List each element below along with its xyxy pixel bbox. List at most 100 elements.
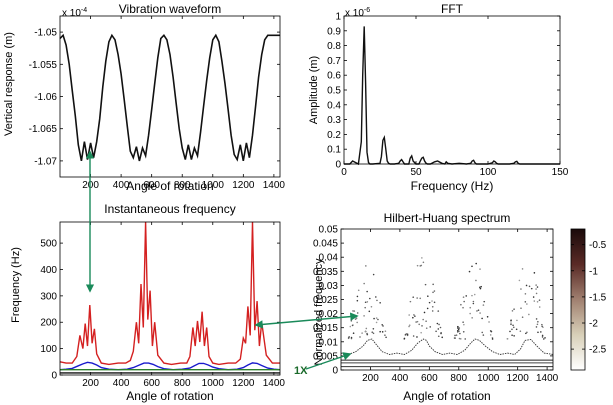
y-tick-label: 0.045 (313, 239, 338, 250)
x-tick-label: 400 (113, 378, 130, 389)
spectrum-point (425, 327, 428, 330)
y-tick-label: 0.4 (327, 100, 341, 111)
spectrum-point (472, 300, 475, 303)
x-tick-label: 1200 (232, 378, 255, 389)
spectrum-point (424, 283, 427, 286)
spectrum-point (412, 335, 415, 337)
spectrum-point (486, 315, 489, 318)
spectrum-point (422, 318, 424, 321)
spectrum-point (382, 325, 384, 327)
plot-area (343, 15, 561, 165)
spectrum-point (369, 297, 371, 300)
spectrum-point (435, 330, 437, 333)
spectrum-point (511, 310, 514, 312)
spectrum-point (469, 306, 472, 309)
spectrum-point (372, 332, 375, 335)
x-tick-label: 600 (143, 378, 160, 389)
spectrum-point (462, 321, 464, 323)
chart-title: FFT (441, 2, 464, 16)
spectrum-point (515, 328, 518, 331)
spectrum-point (371, 331, 374, 334)
spectrum-point (459, 332, 461, 335)
spectrum-point (536, 301, 539, 303)
spectrum-point (415, 321, 417, 323)
x-tick-label: 1400 (263, 180, 286, 191)
x-tick-label: 800 (174, 180, 191, 191)
spectrum-point (419, 297, 422, 300)
spectrum-point (506, 337, 509, 340)
spectrum-point (528, 285, 531, 288)
spectrum-point (526, 303, 528, 305)
spectrum-point (524, 293, 527, 295)
y-tick-label: -1.06 (34, 92, 57, 103)
spectrum-point (356, 295, 359, 298)
spectrum-point (408, 325, 410, 328)
spectrum-point (458, 337, 461, 340)
spectrum-point (376, 299, 378, 302)
spectrum-point (537, 320, 539, 323)
y-tick-label: 0 (332, 366, 338, 377)
spectrum-point (423, 311, 426, 314)
spectrum-point (469, 312, 471, 315)
spectrum-point (536, 286, 539, 288)
spectrum-point (472, 302, 475, 305)
spectrum-point (533, 272, 536, 274)
spectrum-point (416, 320, 419, 323)
x-tick-label: 200 (82, 378, 99, 389)
spectrum-point (491, 338, 494, 340)
spectrum-point (454, 337, 456, 339)
spectrum-point (476, 310, 478, 312)
spectrum-point (540, 331, 542, 333)
x-tick-label: 200 (82, 180, 99, 191)
spectrum-point (483, 300, 486, 303)
spectrum-point (536, 323, 539, 326)
spectrum-point (513, 308, 515, 310)
spectrum-point (471, 265, 473, 268)
series-line (59, 33, 280, 162)
spectrum-point (403, 337, 406, 340)
spectrum-point (468, 270, 471, 273)
spectrum-point (431, 310, 434, 312)
spectrum-point (475, 279, 477, 282)
spectrum-point (462, 296, 465, 298)
spectrum-point (462, 330, 465, 333)
y-tick-label: 0.3 (327, 115, 341, 126)
spectrum-point (511, 328, 513, 331)
spectrum-point (416, 297, 418, 299)
y-exponent-label: x 10-6 (345, 7, 370, 19)
spectrum-point (491, 337, 494, 339)
y-tick-label: -1.065 (29, 124, 58, 135)
panel-hilbert-huang-spectrum: Hilbert-Huang spectrum Normalized freque… (294, 211, 607, 403)
y-tick-label: 0.005 (313, 351, 338, 362)
spectrum-point (350, 318, 353, 321)
spectrum-point (352, 332, 355, 334)
y-exponent-label: x 10-4 (62, 7, 87, 19)
spectrum-point (530, 287, 533, 290)
spectrum-point (510, 323, 512, 326)
y-tick-label: 0.2 (327, 130, 341, 141)
spectrum-point (375, 321, 378, 324)
x-tick-label: 1200 (507, 373, 530, 384)
y-tick-label: 200 (40, 318, 57, 329)
x-tick-label: 1400 (263, 378, 286, 389)
colorbar-tick-label: -2 (589, 319, 598, 330)
spectrum-point (479, 287, 482, 290)
spectrum-point (463, 300, 465, 303)
x-axis-title: Angle of rotation (403, 389, 490, 403)
y-tick-label: 500 (40, 239, 57, 250)
spectrum-point (416, 264, 419, 267)
y-tick-label: 0.05 (319, 225, 339, 236)
spectrum-point (406, 334, 409, 337)
spectrum-point (475, 262, 477, 265)
spectrum-point (431, 300, 433, 302)
spectrum-point (353, 310, 356, 312)
y-tick-label: 0.035 (313, 267, 338, 278)
spectrum-point (482, 334, 485, 336)
y-tick-label: 0.015 (313, 323, 338, 334)
spectrum-point (512, 326, 515, 329)
x-axis-title: Angle of rotation (126, 179, 213, 193)
spectrum-point (373, 317, 375, 320)
y-tick-label: 0.8 (327, 41, 341, 52)
x-tick-label: 1000 (477, 373, 500, 384)
